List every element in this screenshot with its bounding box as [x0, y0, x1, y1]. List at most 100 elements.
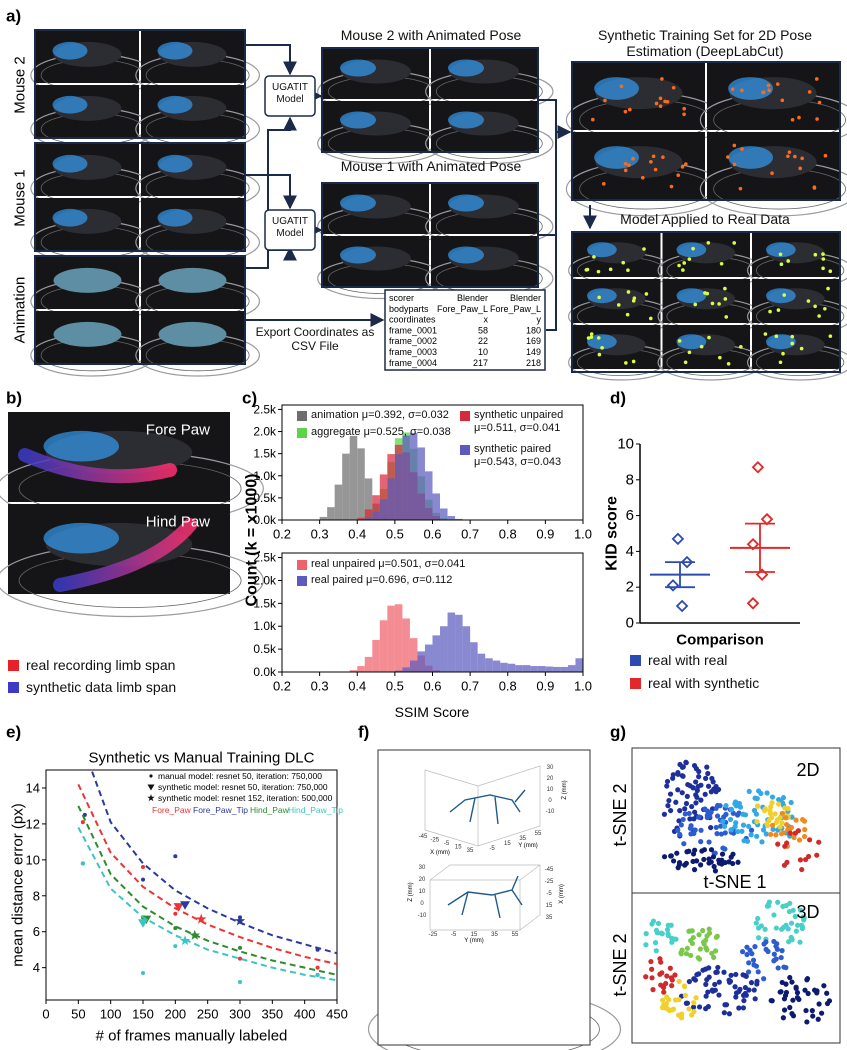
- tsne-point: [754, 803, 761, 809]
- tsne-point: [716, 992, 722, 998]
- histogram-bar: [357, 666, 365, 672]
- data-point: [173, 854, 178, 859]
- model-label: UGATIT Model: [272, 216, 308, 239]
- x-axis-label: SSIM Score: [395, 704, 470, 720]
- tsne-point: [781, 964, 787, 970]
- csv-cell: Blender: [510, 293, 541, 303]
- tsne-point: [654, 930, 660, 936]
- tsne-point: [767, 807, 773, 814]
- y-tick-label: 10: [26, 852, 40, 867]
- tsne-point: [787, 1004, 793, 1011]
- data-point: [315, 965, 320, 970]
- tsne-point: [752, 996, 758, 1002]
- tsne-point: [669, 1007, 675, 1013]
- tsne-point: [794, 922, 801, 928]
- y-tick-label: 1.5k: [253, 447, 277, 461]
- histogram-bar: [424, 471, 433, 520]
- keypoint: [676, 173, 681, 177]
- tsne-point: [769, 998, 775, 1004]
- x-axis-label: t-SNE 1: [703, 872, 766, 892]
- tsne-point: [799, 866, 805, 873]
- legend-entry: synthetic paired μ=0.543, σ=0.043: [460, 443, 594, 469]
- keypoint: [687, 257, 692, 261]
- 3d-tick: 10: [419, 889, 426, 895]
- tsne-point: [733, 994, 739, 1000]
- tsne-point: [775, 965, 781, 971]
- tsne-point: [688, 831, 694, 837]
- image-frame: [34, 142, 246, 252]
- 3d-tick: 15: [455, 845, 462, 851]
- histogram-bar: [342, 453, 350, 520]
- mouse-glow: [587, 334, 617, 350]
- mouse-glow: [52, 41, 88, 60]
- tsne-point: [797, 939, 803, 945]
- tsne-point: [763, 831, 769, 837]
- tsne-point: [732, 801, 738, 807]
- tsne-point: [771, 951, 777, 957]
- keypoint: [718, 355, 722, 360]
- tsne-point: [769, 794, 776, 800]
- x-tick-label: 100: [100, 1007, 122, 1022]
- data-point: [173, 944, 178, 949]
- tsne-point: [802, 987, 808, 993]
- tsne-point: [704, 764, 710, 770]
- mouse-glow: [339, 194, 377, 212]
- tsne-point: [684, 945, 690, 951]
- tsne-point: [788, 920, 795, 926]
- tsne-point: [661, 1002, 667, 1008]
- histogram-bar: [364, 478, 373, 520]
- histogram-bar: [552, 666, 561, 672]
- mouse-glow: [766, 242, 796, 258]
- tsne-point: [789, 814, 795, 820]
- model-label: UGATIT Model: [272, 82, 308, 105]
- histogram-bar: [477, 653, 486, 672]
- histogram-bar: [440, 508, 448, 520]
- 3d-tick: 35: [546, 915, 553, 921]
- tsne-point: [766, 899, 772, 905]
- data-point: [237, 980, 243, 985]
- section-title: Mouse 2 with Animated Pose: [340, 27, 522, 43]
- panel-label: e): [6, 723, 21, 742]
- tsne-point: [674, 850, 680, 856]
- tsne-point: [769, 815, 775, 821]
- mouse-glow: [587, 242, 617, 258]
- tsne-point: [774, 946, 780, 952]
- tsne-point: [748, 980, 755, 986]
- tsne-point: [735, 828, 741, 835]
- tsne-point: [706, 974, 712, 980]
- tsne-point: [659, 931, 665, 937]
- legend-entry: real with real: [630, 652, 727, 668]
- tsne-point: [755, 935, 762, 941]
- 3d-tick: -5: [444, 841, 450, 847]
- mouse-glow: [339, 111, 377, 129]
- tsne-point: [686, 978, 692, 985]
- chart-title: Synthetic vs Manual Training DLC: [89, 750, 315, 767]
- keypoint: [786, 154, 790, 159]
- tsne-point: [756, 788, 762, 794]
- y-tick-label: 2.0k: [253, 425, 277, 439]
- data-point: [189, 929, 200, 940]
- tsne-point: [736, 810, 742, 816]
- tsne-point: [676, 978, 682, 985]
- photo-caption: Fore Paw: [146, 422, 210, 439]
- mouse-glow: [157, 208, 193, 227]
- mouse-glow: [447, 194, 485, 212]
- keypoint: [726, 362, 731, 366]
- mouse-glow: [594, 77, 639, 100]
- tsne-point: [688, 952, 694, 959]
- x-tick-label: 1.0: [574, 527, 592, 542]
- tsne-point: [760, 827, 767, 833]
- tsne-point: [705, 783, 712, 789]
- histogram-bar: [372, 511, 380, 520]
- tsne-point: [661, 989, 667, 995]
- tsne-point: [696, 774, 702, 780]
- tsne-point: [677, 831, 683, 838]
- mouse-glow: [157, 154, 193, 173]
- keypoint: [671, 85, 676, 90]
- tsne-point: [716, 979, 722, 985]
- y-tick-label: 0.0k: [253, 665, 277, 679]
- keypoint: [649, 160, 653, 164]
- x-tick-label: 0.2: [273, 679, 291, 694]
- mouse-glow: [766, 334, 796, 350]
- tsne-point: [679, 764, 686, 770]
